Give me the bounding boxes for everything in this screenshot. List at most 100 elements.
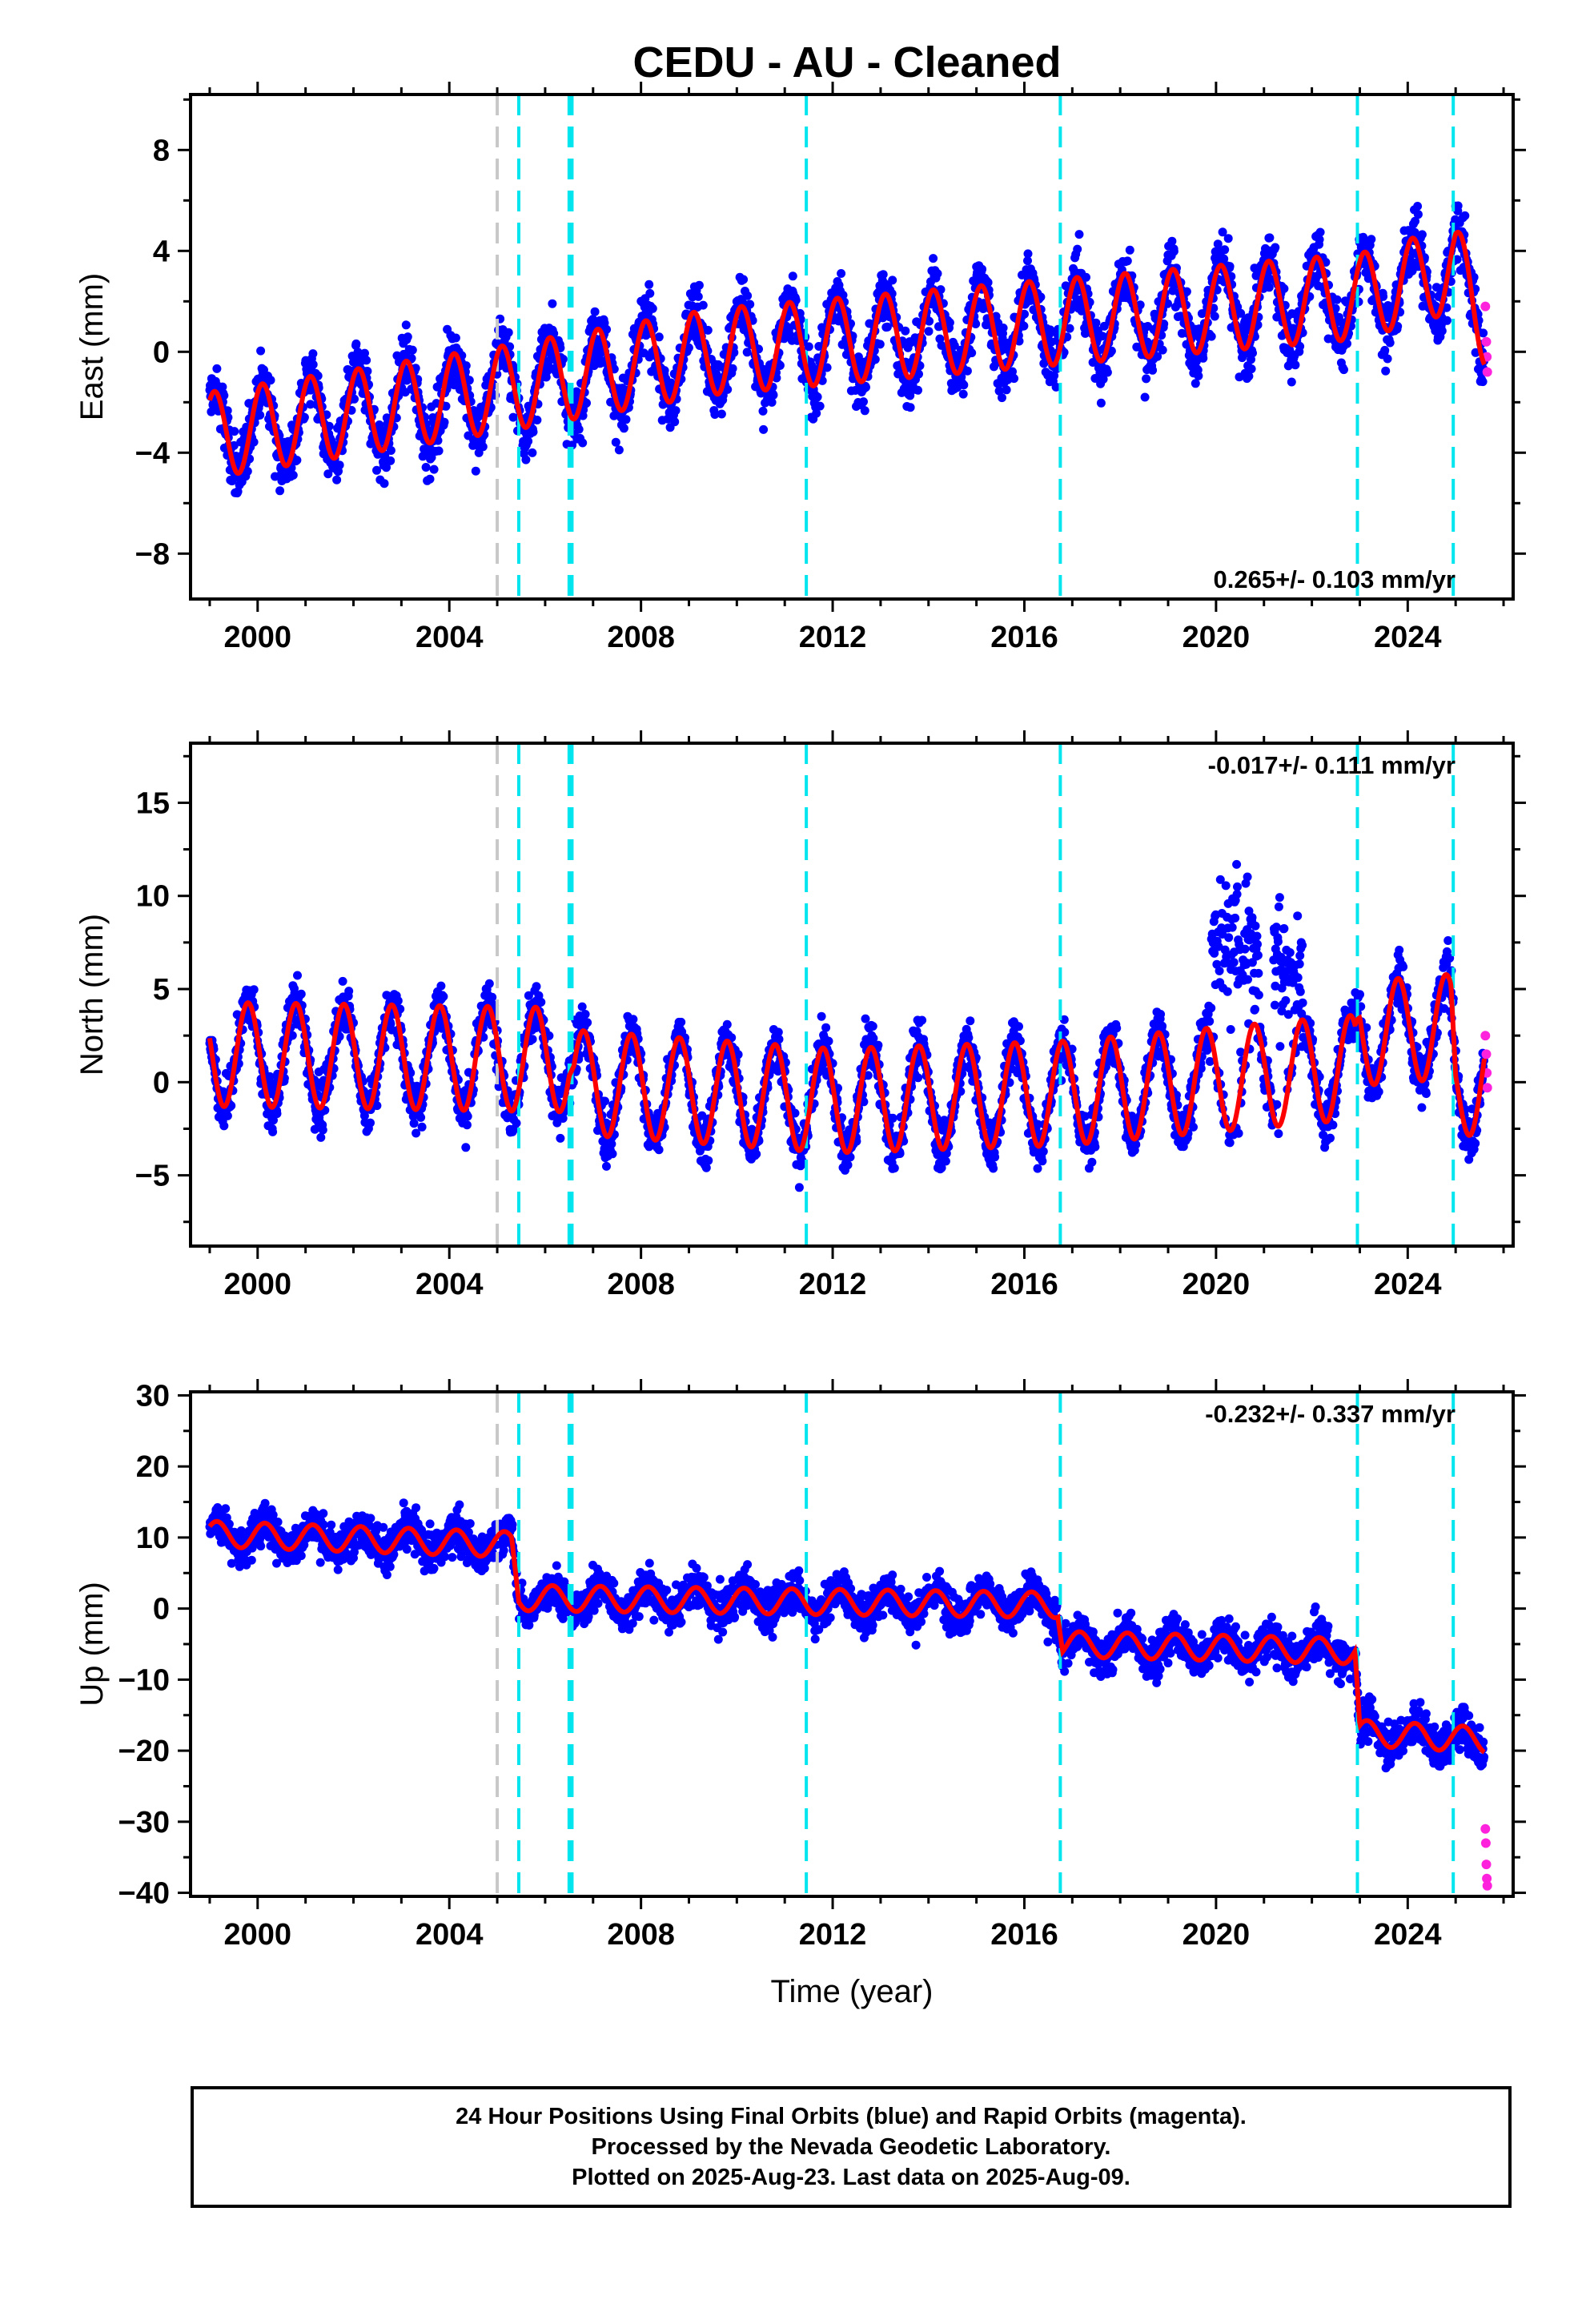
data-point bbox=[409, 1119, 419, 1128]
data-point bbox=[1413, 210, 1423, 219]
data-point bbox=[308, 349, 318, 359]
data-point bbox=[1023, 249, 1033, 259]
data-point bbox=[1140, 392, 1150, 402]
data-point bbox=[401, 320, 411, 330]
data-point bbox=[684, 343, 693, 352]
data-point bbox=[586, 323, 596, 332]
data-point bbox=[1102, 368, 1112, 377]
data-point bbox=[1199, 353, 1208, 363]
data-point bbox=[243, 467, 252, 476]
data-point bbox=[728, 364, 737, 373]
data-point bbox=[521, 455, 531, 464]
data-point bbox=[824, 1036, 833, 1046]
data-point bbox=[739, 275, 749, 284]
data-point bbox=[316, 1132, 326, 1142]
data-point bbox=[256, 346, 266, 356]
data-point bbox=[1169, 247, 1178, 256]
data-point bbox=[628, 1015, 638, 1024]
data-point bbox=[461, 1143, 471, 1152]
data-point bbox=[1002, 385, 1011, 395]
data-point bbox=[950, 341, 959, 350]
plot-area bbox=[205, 94, 1492, 599]
data-point bbox=[935, 334, 945, 344]
data-point bbox=[837, 269, 846, 278]
data-point bbox=[1479, 328, 1488, 338]
data-point bbox=[1478, 377, 1488, 387]
data-point bbox=[218, 382, 227, 392]
data-point bbox=[471, 466, 480, 476]
data-point bbox=[645, 288, 655, 298]
data-point bbox=[868, 1022, 877, 1031]
data-point bbox=[434, 446, 444, 456]
data-point bbox=[859, 397, 868, 407]
data-point bbox=[425, 474, 435, 484]
data-point bbox=[249, 985, 259, 995]
data-point bbox=[722, 1019, 732, 1029]
data-point bbox=[677, 1017, 686, 1027]
data-point bbox=[958, 389, 968, 399]
data-point bbox=[288, 470, 298, 480]
data-point bbox=[548, 299, 557, 308]
data-point bbox=[1096, 398, 1106, 408]
data-point bbox=[416, 1112, 426, 1122]
data-point bbox=[318, 1125, 327, 1135]
data-point bbox=[441, 401, 451, 411]
data-point bbox=[924, 327, 934, 336]
data-point bbox=[1142, 374, 1151, 384]
data-point bbox=[440, 417, 449, 427]
data-point bbox=[1191, 379, 1200, 388]
data-point bbox=[998, 393, 1006, 403]
rapid-point bbox=[1480, 301, 1491, 312]
data-point bbox=[1223, 234, 1233, 243]
data-point bbox=[704, 1156, 713, 1165]
data-point bbox=[363, 367, 372, 376]
data-point bbox=[1332, 295, 1342, 304]
data-point bbox=[608, 1149, 617, 1159]
panel-1: 2000 2004 2008 2012 2016 2020 2024−5051015Nort… bbox=[74, 730, 1526, 1301]
data-point bbox=[745, 300, 755, 309]
data-point bbox=[386, 446, 396, 455]
data-point bbox=[861, 1014, 870, 1023]
data-point bbox=[654, 1145, 664, 1155]
data-point bbox=[366, 1118, 375, 1128]
data-point bbox=[230, 427, 239, 436]
data-point bbox=[804, 342, 813, 352]
data-point bbox=[1339, 365, 1348, 375]
data-point bbox=[275, 486, 285, 496]
x-tick-label: 2000 bbox=[224, 621, 292, 654]
data-point bbox=[743, 291, 753, 300]
data-point bbox=[843, 1160, 853, 1170]
panel-0: 2000 2004 2008 2012 2016 2020 2024−8−4048East … bbox=[74, 82, 1526, 654]
data-point bbox=[372, 465, 381, 475]
data-point bbox=[417, 1122, 427, 1132]
data-point bbox=[528, 448, 537, 457]
data-point bbox=[332, 475, 342, 485]
y-axis-label: East (mm) bbox=[74, 273, 110, 420]
data-point bbox=[1271, 243, 1280, 252]
data-point bbox=[1315, 227, 1325, 237]
data-point bbox=[360, 348, 369, 358]
data-point bbox=[524, 436, 533, 446]
data-point bbox=[815, 401, 825, 411]
data-point bbox=[1367, 235, 1376, 244]
chart-title: CEDU - AU - Cleaned bbox=[632, 38, 1061, 86]
data-point bbox=[769, 390, 778, 400]
data-point bbox=[694, 280, 704, 290]
data-point bbox=[1265, 233, 1275, 243]
data-point bbox=[1291, 360, 1300, 370]
data-point bbox=[351, 339, 361, 348]
data-point bbox=[888, 275, 897, 285]
data-point bbox=[794, 1183, 804, 1192]
data-point bbox=[905, 391, 915, 400]
data-point bbox=[978, 264, 987, 274]
data-point bbox=[1194, 371, 1203, 380]
rapid-point bbox=[1482, 367, 1492, 377]
data-point bbox=[338, 976, 347, 986]
data-point bbox=[451, 333, 460, 343]
data-point bbox=[1122, 256, 1132, 266]
data-point bbox=[962, 366, 972, 376]
data-point bbox=[219, 391, 229, 400]
y-tick-label: −8 bbox=[135, 537, 170, 571]
final-orbit-points bbox=[205, 201, 1489, 498]
